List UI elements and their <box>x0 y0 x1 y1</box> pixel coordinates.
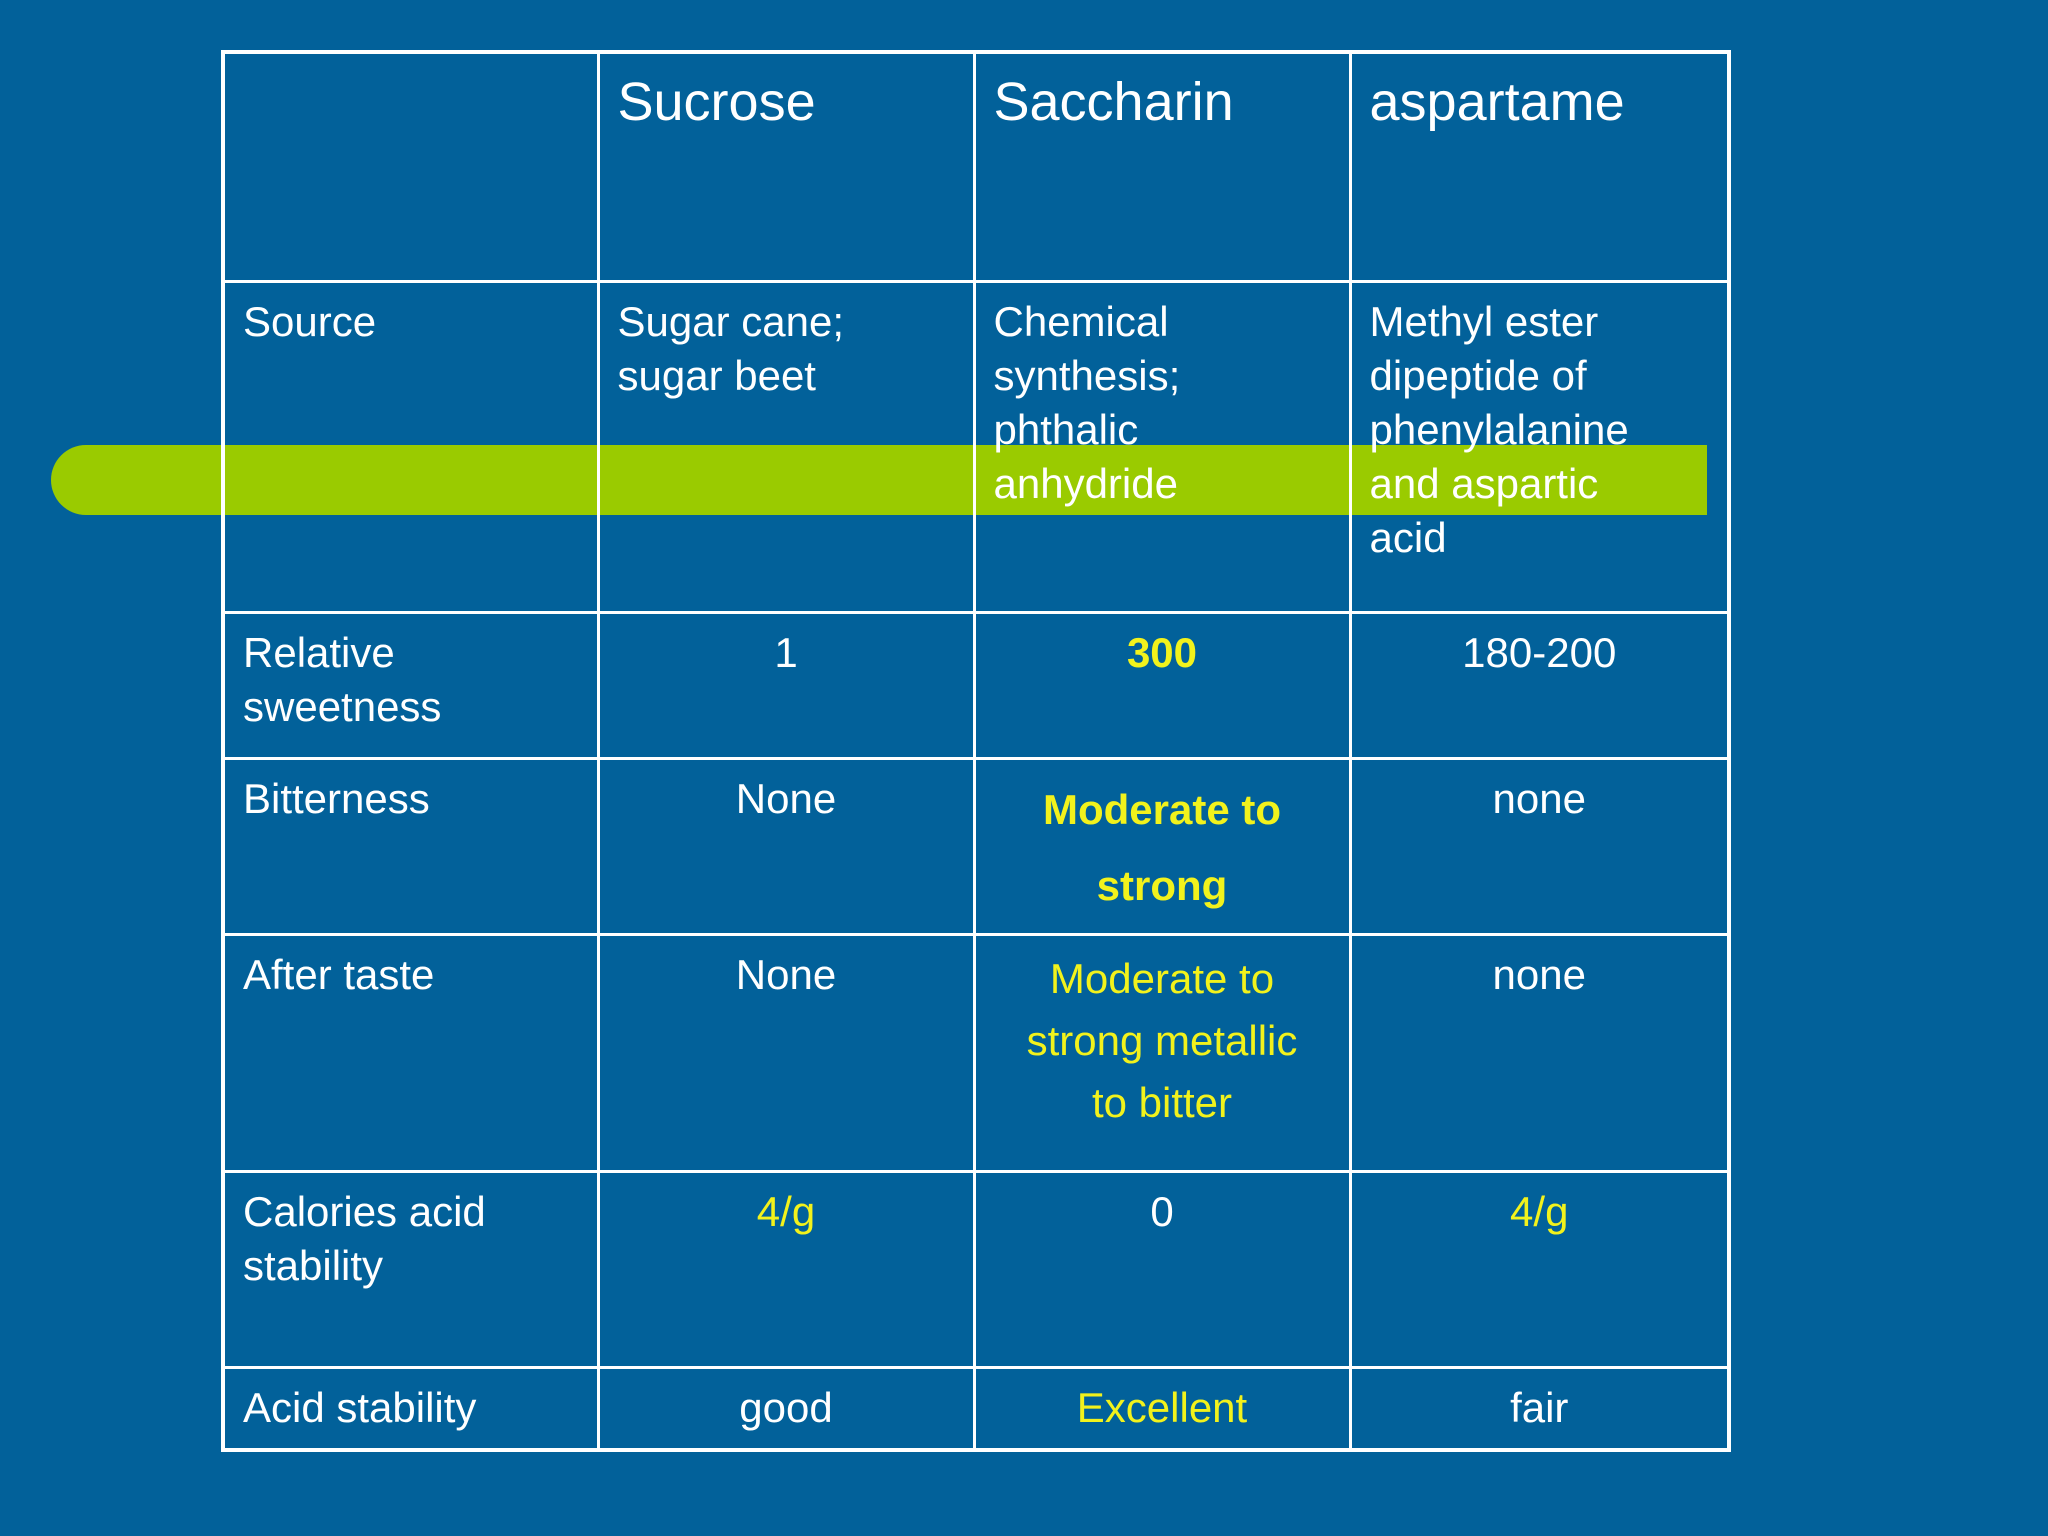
cell-calories-aspartame: 4/g <box>1348 1169 1731 1369</box>
header-empty-cell <box>221 50 600 283</box>
row-label-calories: Calories acid stability <box>221 1169 600 1369</box>
cell-sweetness-sucrose: 1 <box>596 610 976 760</box>
cell-sweetness-aspartame: 180-200 <box>1348 610 1731 760</box>
table-header-row: Sucrose Saccharin aspartame <box>221 50 1731 283</box>
row-label-bitterness: Bitterness <box>221 756 600 936</box>
cell-bitterness-saccharin: Moderate to strong <box>972 756 1352 936</box>
cell-source-sucrose: Sugar cane; sugar beet <box>596 279 976 614</box>
cell-acid-sucrose: good <box>596 1365 976 1452</box>
row-label-acid-stability: Acid stability <box>221 1365 600 1452</box>
cell-bitterness-sucrose: None <box>596 756 976 936</box>
cell-source-saccharin: Chemical synthesis; phthalic anhydride <box>972 279 1352 614</box>
cell-aftertaste-sucrose: None <box>596 932 976 1173</box>
cell-sweetness-saccharin: 300 <box>972 610 1352 760</box>
row-label-relative-sweetness: Relative sweetness <box>221 610 600 760</box>
row-label-source: Source <box>221 279 600 614</box>
header-saccharin: Saccharin <box>972 50 1352 283</box>
table-row-bitterness: Bitterness None Moderate to strong none <box>221 756 1731 936</box>
cell-bitterness-aspartame: none <box>1348 756 1731 936</box>
table-row-relative-sweetness: Relative sweetness 1 300 180-200 <box>221 610 1731 760</box>
table-row-source: Source Sugar cane; sugar beet Chemical s… <box>221 279 1731 614</box>
row-label-after-taste: After taste <box>221 932 600 1173</box>
cell-calories-sucrose: 4/g <box>596 1169 976 1369</box>
header-aspartame: aspartame <box>1348 50 1731 283</box>
cell-calories-saccharin: 0 <box>972 1169 1352 1369</box>
table-row-calories: Calories acid stability 4/g 0 4/g <box>221 1169 1731 1369</box>
header-sucrose: Sucrose <box>596 50 976 283</box>
sweetener-comparison-table: Sucrose Saccharin aspartame Source Sugar… <box>221 50 1731 1452</box>
cell-aftertaste-aspartame: none <box>1348 932 1731 1173</box>
cell-source-aspartame: Methyl ester dipeptide of phenylalanine … <box>1348 279 1731 614</box>
cell-acid-saccharin: Excellent <box>972 1365 1352 1452</box>
table-row-after-taste: After taste None Moderate to strong meta… <box>221 932 1731 1173</box>
cell-aftertaste-saccharin: Moderate to strong metallic to bitter <box>972 932 1352 1173</box>
cell-acid-aspartame: fair <box>1348 1365 1731 1452</box>
table-row-acid-stability: Acid stability good Excellent fair <box>221 1365 1731 1452</box>
